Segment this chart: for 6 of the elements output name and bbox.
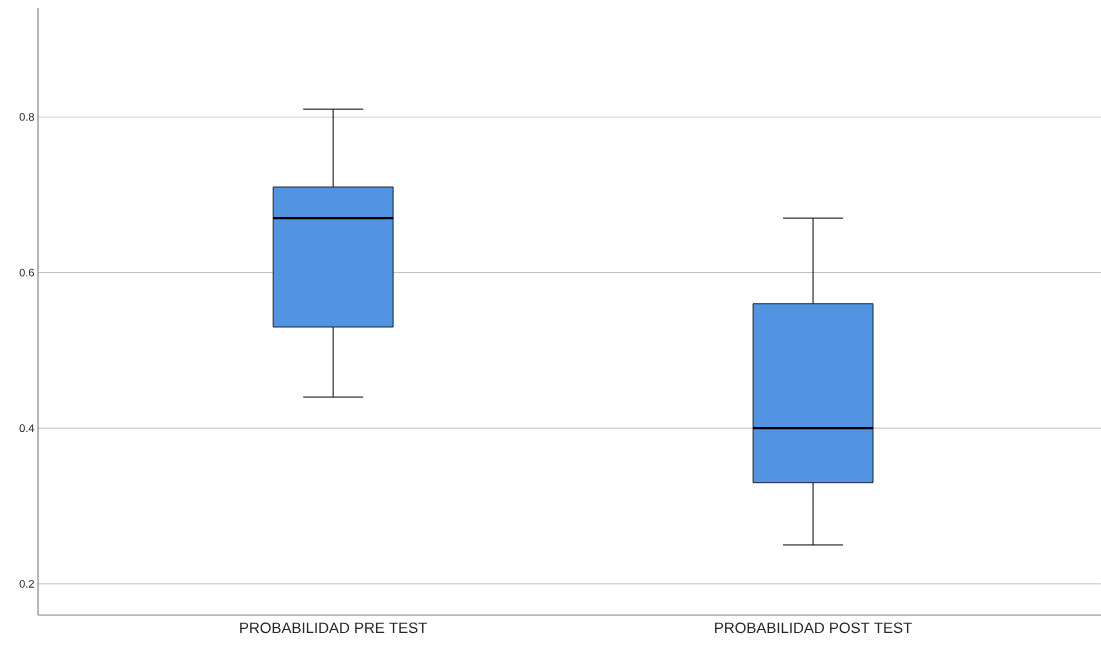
x-tick-label: PROBABILIDAD POST TEST xyxy=(715,622,912,634)
y-tick-label: 0.4 xyxy=(19,424,35,433)
y-tick-label: 0.8 xyxy=(19,113,34,121)
y-tick-label: 0.2 xyxy=(19,579,34,588)
x-tick-label: PROBABILIDAD PRE TEST xyxy=(240,622,427,634)
y-tick-label: 0.6 xyxy=(19,268,34,277)
